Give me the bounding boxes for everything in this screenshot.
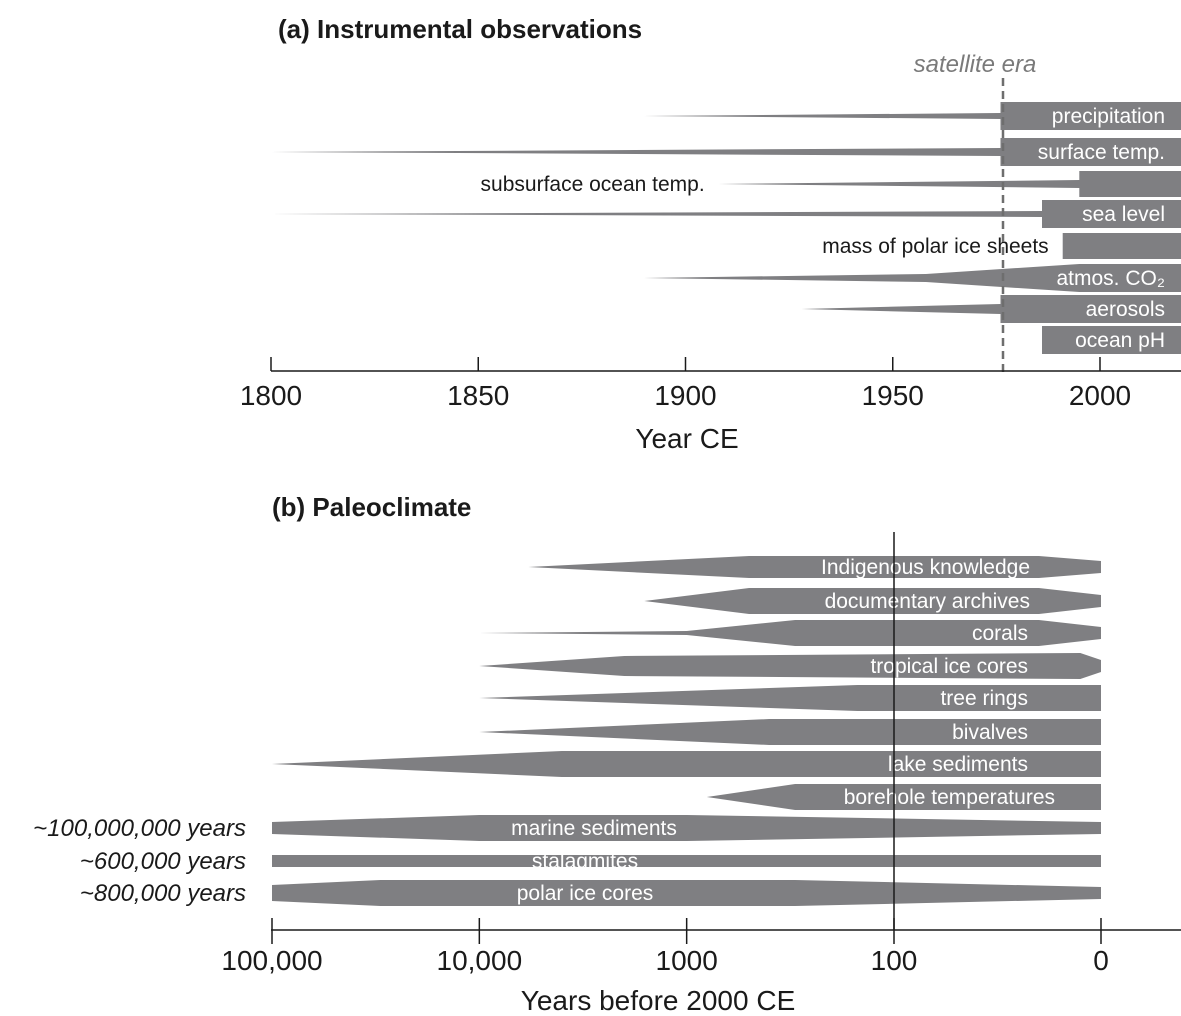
a-tick-label-0: 1800 [240,380,302,411]
panel-b-title: (b) Paleoclimate [272,492,471,522]
paleo-bar-label-3: tropical ice cores [870,655,1028,678]
paleo-bar-7 [706,784,1101,810]
bar-label-0: precipitation [1052,105,1165,128]
paleo-bar-label-6: lake sediments [888,753,1028,776]
bar-label-5: atmos. CO₂ [1056,267,1165,290]
bar-5 [644,264,1181,292]
panel-a: (a) Instrumental observations precipitat… [240,14,1181,454]
panel-b-bars: Indigenous knowledge documentary archives… [33,556,1101,907]
paleo-bar-label-4: tree rings [940,687,1028,710]
paleo-bar-label-2: corals [972,622,1028,645]
panel-a-x-label: Year CE [635,423,738,454]
range-label-10: ~800,000 years [80,880,246,907]
paleo-bar-4 [479,685,1101,711]
paleo-bar-label-10: polar ice cores [517,882,654,905]
paleo-bar-2 [479,620,1101,646]
bar-label-2: subsurface ocean temp. [481,173,705,196]
b-tick-label-1: 10,000 [437,945,523,976]
bar-4 [1062,233,1181,259]
b-tick-label-4: 0 [1093,945,1109,976]
bar-label-7: ocean pH [1075,329,1165,352]
b-tick-label-3: 100 [871,945,918,976]
paleo-bar-0 [528,556,1101,578]
bar-0 [644,102,1181,130]
range-label-9: ~600,000 years [80,848,246,875]
satellite-era-label: satellite era [914,51,1037,78]
paleo-bar-label-9: stalagmites [532,850,638,873]
paleo-bar-10 [272,880,1101,906]
paleo-bar-label-8: marine sediments [511,817,677,840]
panel-b-x-label: Years before 2000 CE [521,985,796,1016]
paleo-bar-label-5: bivalves [952,721,1028,744]
paleo-bar-label-0: Indigenous knowledge [821,556,1030,579]
bar-label-6: aerosols [1086,298,1165,321]
panel-a-title: (a) Instrumental observations [278,14,642,44]
paleo-bar-5 [479,719,1101,745]
bar-label-1: surface temp. [1038,141,1165,164]
a-tick-label-1: 1850 [447,380,509,411]
paleo-bar-1 [644,588,1101,614]
paleo-bar-8 [272,815,1101,841]
bar-label-3: sea level [1082,203,1165,226]
panel-a-ticks: 1800 1850 1900 1950 2000 [240,357,1131,411]
range-label-8: ~100,000,000 years [33,815,246,842]
paleo-bar-3 [479,653,1101,679]
paleo-bar-label-7: borehole temperatures [844,786,1055,809]
bar-7 [1042,326,1181,354]
b-tick-label-2: 1000 [656,945,718,976]
a-tick-label-3: 1950 [862,380,924,411]
panel-a-bars: precipitation surface temp. subsurface oce… [271,102,1181,354]
a-tick-label-2: 1900 [654,380,716,411]
bar-2 [718,171,1181,197]
a-tick-label-4: 2000 [1069,380,1131,411]
panel-b: (b) Paleoclimate Indigenous knowledge doc… [33,492,1181,1016]
bar-3 [271,200,1181,228]
bar-label-4: mass of polar ice sheets [822,235,1048,258]
bar-1 [271,138,1181,166]
b-tick-label-0: 100,000 [221,945,322,976]
paleo-bar-9 [272,855,1101,867]
panel-b-ticks: 100,000 10,000 1000 100 0 [221,918,1109,976]
bar-6 [801,295,1181,323]
paleo-bar-label-1: documentary archives [825,590,1030,613]
